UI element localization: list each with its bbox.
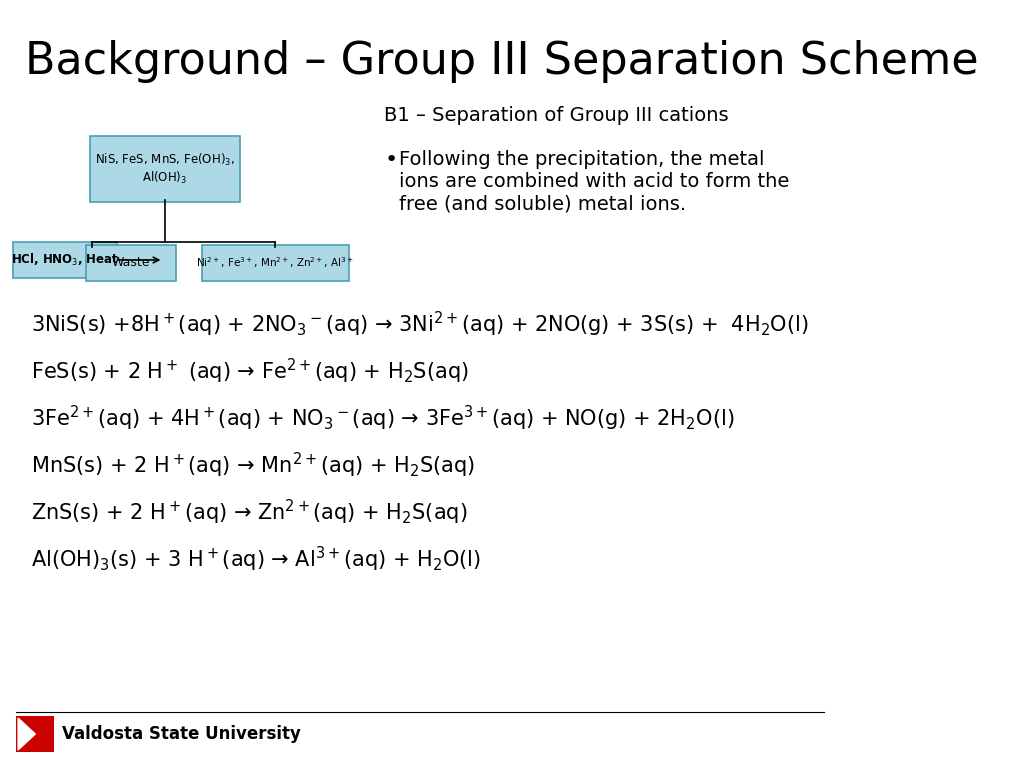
FancyBboxPatch shape [86,245,176,281]
Bar [16,716,54,752]
Text: ZnS(s) + 2 H$^+$(aq) → Zn$^{2+}$(aq) + H$_2$S(aq): ZnS(s) + 2 H$^+$(aq) → Zn$^{2+}$(aq) + H… [31,498,468,527]
Text: Following the precipitation, the metal
ions are combined with acid to form the
f: Following the precipitation, the metal i… [399,150,790,213]
Text: Valdosta State University: Valdosta State University [61,725,300,743]
FancyBboxPatch shape [202,245,348,281]
Text: •: • [384,150,397,170]
Text: Al(OH)$_3$(s) + 3 H$^+$(aq) → Al$^{3+}$(aq) + H$_2$O(l): Al(OH)$_3$(s) + 3 H$^+$(aq) → Al$^{3+}$(… [31,545,481,574]
Text: HCl, HNO$_3$, Heat: HCl, HNO$_3$, Heat [11,252,119,268]
Text: NiS, FeS, MnS, Fe(OH)$_3$,
Al(OH)$_3$: NiS, FeS, MnS, Fe(OH)$_3$, Al(OH)$_3$ [95,152,236,187]
Text: Ni$^{2+}$, Fe$^{3+}$, Mn$^{2+}$, Zn$^{2+}$, Al$^{3+}$: Ni$^{2+}$, Fe$^{3+}$, Mn$^{2+}$, Zn$^{2+… [197,256,354,270]
Text: Background – Group III Separation Scheme: Background – Group III Separation Scheme [25,40,978,83]
Polygon shape [18,718,35,750]
Text: 3NiS(s) +8H$^+$(aq) + 2NO$_3$$^-$(aq) → 3Ni$^{2+}$(aq) + 2NO(g) + 3S(s) +  4H$_2: 3NiS(s) +8H$^+$(aq) + 2NO$_3$$^-$(aq) → … [31,310,809,339]
Text: Waste: Waste [112,257,151,270]
Text: FeS(s) + 2 H$^+$ (aq) → Fe$^{2+}$(aq) + H$_2$S(aq): FeS(s) + 2 H$^+$ (aq) → Fe$^{2+}$(aq) + … [31,357,469,386]
FancyBboxPatch shape [90,136,240,202]
FancyBboxPatch shape [13,242,117,278]
Text: 3Fe$^{2+}$(aq) + 4H$^+$(aq) + NO$_3$$^-$(aq) → 3Fe$^{3+}$(aq) + NO(g) + 2H$_2$O(: 3Fe$^{2+}$(aq) + 4H$^+$(aq) + NO$_3$$^-$… [31,404,734,433]
Text: MnS(s) + 2 H$^+$(aq) → Mn$^{2+}$(aq) + H$_2$S(aq): MnS(s) + 2 H$^+$(aq) → Mn$^{2+}$(aq) + H… [31,451,475,480]
Text: B1 – Separation of Group III cations: B1 – Separation of Group III cations [384,106,729,125]
